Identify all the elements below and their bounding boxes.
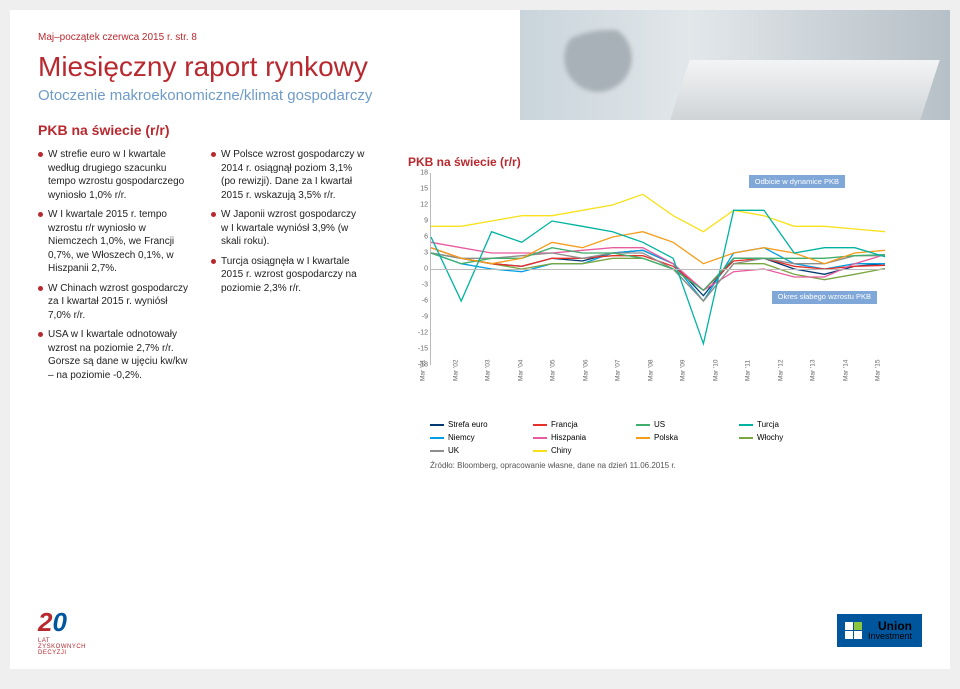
xtick: Mar '10 bbox=[712, 360, 719, 381]
ytick: -3 bbox=[408, 282, 428, 289]
legend-swatch bbox=[739, 424, 753, 426]
section-title: PKB na świecie (r/r) bbox=[38, 122, 922, 138]
bullet: W Chinach wzrost gospodarczy za I kwarta… bbox=[38, 282, 193, 323]
col-2: W Polsce wzrost gospodarczy w 2014 r. os… bbox=[211, 148, 366, 388]
legend-swatch bbox=[430, 424, 444, 426]
ytick: 15 bbox=[408, 186, 428, 193]
legend-label: Włochy bbox=[757, 433, 783, 442]
line-chart: Odbicie w dynamice PKB Okres słabego wzr… bbox=[408, 173, 908, 388]
xtick: Mar '03 bbox=[484, 360, 491, 381]
ytick: -12 bbox=[408, 330, 428, 337]
xtick: Mar '11 bbox=[745, 360, 752, 381]
col-1: W strefie euro w I kwartale według drugi… bbox=[38, 148, 193, 388]
legend-item: Polska bbox=[636, 433, 721, 442]
chart-annotation-1: Odbicie w dynamice PKB bbox=[749, 175, 845, 188]
bullet: Turcja osiągnęła w I kwartale 2015 r. wz… bbox=[211, 255, 366, 296]
xtick: Mar '02 bbox=[452, 360, 459, 381]
xtick: Mar '07 bbox=[614, 360, 621, 381]
legend-item: Turcja bbox=[739, 420, 824, 429]
chart-source: Źródło: Bloomberg, opracowanie własne, d… bbox=[430, 461, 908, 470]
xtick: Mar '05 bbox=[549, 360, 556, 381]
bullet: W strefie euro w I kwartale według drugi… bbox=[38, 148, 193, 202]
footer-logo-right: UnionInvestment bbox=[837, 614, 922, 647]
legend-item: Chiny bbox=[533, 446, 618, 455]
legend-label: Turcja bbox=[757, 420, 779, 429]
chart-annotation-2: Okres słabego wzrostu PKB bbox=[772, 291, 877, 304]
ytick: -6 bbox=[408, 298, 428, 305]
xtick: Mar '09 bbox=[679, 360, 686, 381]
xtick: Mar '13 bbox=[809, 360, 816, 381]
bullet: W I kwartale 2015 r. tempo wzrostu r/r w… bbox=[38, 208, 193, 276]
xtick: Mar '08 bbox=[647, 360, 654, 381]
ytick: 6 bbox=[408, 234, 428, 241]
legend-swatch bbox=[636, 437, 650, 439]
chart-legend: Strefa euro Francja US Turcja Niemcy Hiszpani… bbox=[430, 420, 908, 455]
legend-swatch bbox=[636, 424, 650, 426]
legend-swatch bbox=[739, 437, 753, 439]
ytick: 9 bbox=[408, 218, 428, 225]
legend-item: Włochy bbox=[739, 433, 824, 442]
legend-item: UK bbox=[430, 446, 515, 455]
legend-label: Hiszpania bbox=[551, 433, 586, 442]
legend-label: Strefa euro bbox=[448, 420, 488, 429]
bullet: W Japonii wzrost gospodarczy w I kwartal… bbox=[211, 208, 366, 249]
chart-title: PKB na świecie (r/r) bbox=[408, 155, 908, 169]
legend-item: Hiszpania bbox=[533, 433, 618, 442]
ytick: -9 bbox=[408, 314, 428, 321]
ytick: 3 bbox=[408, 250, 428, 257]
bullet: USA w I kwartale odnotowały wzrost na po… bbox=[38, 328, 193, 382]
ytick: 0 bbox=[408, 266, 428, 273]
ytick: 18 bbox=[408, 170, 428, 177]
ytick: -15 bbox=[408, 346, 428, 353]
legend-swatch bbox=[533, 450, 547, 452]
bullet: W Polsce wzrost gospodarczy w 2014 r. os… bbox=[211, 148, 366, 202]
legend-swatch bbox=[533, 437, 547, 439]
legend-label: Polska bbox=[654, 433, 678, 442]
legend-label: UK bbox=[448, 446, 459, 455]
legend-label: US bbox=[654, 420, 665, 429]
legend-item: US bbox=[636, 420, 721, 429]
hero-image bbox=[520, 10, 950, 120]
legend-swatch bbox=[430, 437, 444, 439]
legend-item: Niemcy bbox=[430, 433, 515, 442]
xtick: Mar '15 bbox=[874, 360, 881, 381]
xtick: Mar '14 bbox=[842, 360, 849, 381]
chart-region: PKB na świecie (r/r) Odbicie w dynamice … bbox=[408, 155, 908, 470]
legend-swatch bbox=[533, 424, 547, 426]
legend-item: Strefa euro bbox=[430, 420, 515, 429]
xtick: Mar '01 bbox=[419, 360, 426, 381]
xtick: Mar '04 bbox=[517, 360, 524, 381]
legend-item: Francja bbox=[533, 420, 618, 429]
legend-label: Francja bbox=[551, 420, 578, 429]
xtick: Mar '06 bbox=[582, 360, 589, 381]
brand-sub: Investment bbox=[868, 632, 912, 641]
legend-swatch bbox=[430, 450, 444, 452]
ytick: 12 bbox=[408, 202, 428, 209]
legend-label: Chiny bbox=[551, 446, 571, 455]
footer-logo-left: 20 LAT ZYSKOWNYCH DECYZJI bbox=[38, 607, 98, 647]
footer-left-caption: LAT ZYSKOWNYCH DECYZJI bbox=[38, 638, 98, 656]
xtick: Mar '12 bbox=[777, 360, 784, 381]
legend-label: Niemcy bbox=[448, 433, 475, 442]
series-line bbox=[431, 194, 885, 231]
